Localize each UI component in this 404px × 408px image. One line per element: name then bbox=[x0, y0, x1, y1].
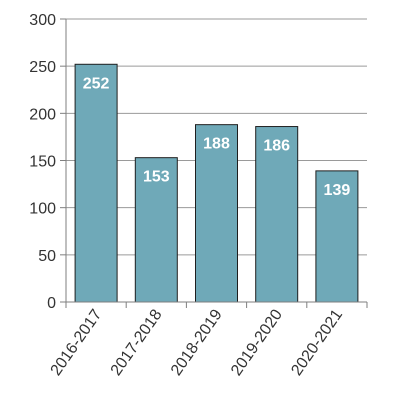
bar-2018-2019 bbox=[195, 124, 238, 303]
bars bbox=[74, 63, 359, 303]
data-label: 139 bbox=[324, 182, 351, 199]
y-tick-label: 0 bbox=[47, 295, 56, 312]
y-tick-label: 50 bbox=[38, 248, 56, 265]
y-tick-label: 150 bbox=[29, 154, 56, 171]
x-tick-label: 2020-2021 bbox=[288, 306, 346, 379]
y-tick-label: 200 bbox=[29, 106, 56, 123]
x-tick-label: 2019-2020 bbox=[228, 306, 286, 379]
data-label: 186 bbox=[263, 138, 290, 155]
x-tick-label: 2016-2017 bbox=[48, 306, 106, 379]
data-label: 252 bbox=[83, 75, 110, 92]
y-tick-label: 300 bbox=[29, 12, 56, 29]
bar-2020-2021 bbox=[315, 170, 359, 303]
x-tick-label: 2017-2018 bbox=[108, 306, 166, 379]
y-tick-label: 250 bbox=[29, 59, 56, 76]
axes bbox=[60, 18, 368, 308]
y-tick-label: 100 bbox=[29, 201, 56, 218]
data-label: 188 bbox=[203, 136, 230, 153]
data-label: 153 bbox=[143, 169, 170, 186]
bar-2019-2020 bbox=[255, 126, 299, 303]
bar-2016-2017 bbox=[74, 63, 118, 303]
x-tick-label: 2018-2019 bbox=[168, 306, 226, 379]
